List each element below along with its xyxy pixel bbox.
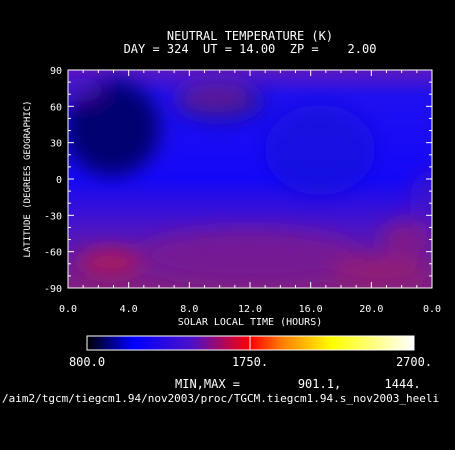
x-tick-label: 8.0 <box>180 304 198 315</box>
y-tick-label: 90 <box>50 66 62 77</box>
x-tick-label: 16.0 <box>299 304 323 315</box>
x-tick-label: 20.0 <box>359 304 383 315</box>
x-tick-label: 4.0 <box>120 304 138 315</box>
x-tick-label: 0.0 <box>59 304 77 315</box>
x-tick-label: 0.0 <box>423 304 441 315</box>
x-axis-label: SOLAR LOCAL TIME (HOURS) <box>178 317 323 328</box>
colorbar-max-label: 2700. <box>396 355 432 369</box>
y-tick-label: 0 <box>56 175 62 186</box>
colorbar-min-label: 800.0 <box>69 355 105 369</box>
minmax-text: MIN,MAX = 901.1, 1444. <box>175 377 421 391</box>
chart-subtitle: DAY = 324 UT = 14.00 ZP = 2.00 <box>124 42 377 56</box>
heatmap-field <box>68 70 432 288</box>
x-tick-label: 12.0 <box>238 304 262 315</box>
y-axis: 90 60 30 0 -30 -60 -90 <box>44 66 432 295</box>
y-tick-label: -60 <box>44 248 62 259</box>
filename-text: /aim2/tgcm/tiegcm1.94/nov2003/proc/TGCM.… <box>2 392 439 405</box>
y-axis-label: LATITUDE (DEGREES GEOGRAPHIC) <box>23 100 33 257</box>
y-tick-label: 30 <box>50 139 62 150</box>
x-axis: 0.0 4.0 8.0 12.0 16.0 20.0 0.0 <box>59 70 441 315</box>
chart-title: NEUTRAL TEMPERATURE (K) <box>167 29 333 43</box>
colorbar-mid-label: 1750. <box>232 355 268 369</box>
y-tick-label: 60 <box>50 102 62 113</box>
y-tick-label: -30 <box>44 211 62 222</box>
y-tick-label: -90 <box>44 284 62 295</box>
